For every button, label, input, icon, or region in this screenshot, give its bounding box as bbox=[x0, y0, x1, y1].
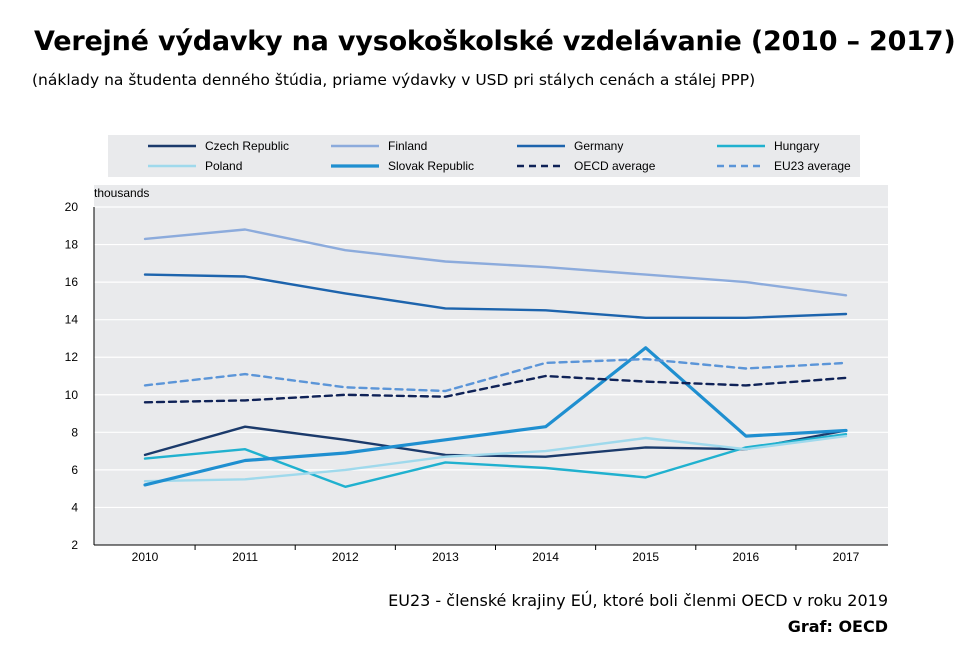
legend-label: Hungary bbox=[774, 139, 819, 153]
series-line bbox=[143, 273, 848, 319]
chart-subtitle: (náklady na študenta denného štúdia, pri… bbox=[32, 71, 756, 89]
series-line bbox=[143, 346, 848, 487]
gridlines bbox=[94, 206, 888, 509]
y-tick-labels: 2 4 6 8 10 12 14 16 18 20 bbox=[65, 200, 79, 552]
legend-label: Slovak Republic bbox=[388, 159, 474, 173]
x-tick-label: 2010 bbox=[132, 550, 159, 564]
x-tick-labels: 2010 2011 2012 2013 2014 2015 2016 2017 bbox=[132, 550, 860, 564]
x-tick-label: 2016 bbox=[733, 550, 760, 564]
legend-label: Czech Republic bbox=[205, 139, 289, 153]
x-tick-label: 2012 bbox=[332, 550, 359, 564]
legend-label: Poland bbox=[205, 159, 242, 173]
x-tick-label: 2013 bbox=[432, 550, 459, 564]
x-tick-label: 2011 bbox=[232, 550, 258, 564]
y-tick-label: 20 bbox=[65, 200, 79, 214]
legend-box bbox=[108, 135, 860, 177]
chart-title: Verejné výdavky na vysokoškolské vzdeláv… bbox=[34, 26, 956, 57]
x-tick-label: 2015 bbox=[632, 550, 659, 564]
source-credit: Graf: OECD bbox=[787, 617, 888, 636]
series-line bbox=[143, 433, 848, 488]
y-tick-label: 6 bbox=[71, 463, 78, 477]
x-tick-label: 2014 bbox=[532, 550, 559, 564]
y-tick-label: 12 bbox=[65, 350, 79, 364]
y-tick-label: 2 bbox=[71, 538, 78, 552]
footnote: EU23 - členské krajiny EÚ, ktoré boli čl… bbox=[388, 591, 888, 610]
legend-label: EU23 average bbox=[774, 159, 851, 173]
y-tick-label: 4 bbox=[71, 500, 78, 514]
series-lines bbox=[143, 228, 848, 488]
y-tick-label: 18 bbox=[65, 238, 79, 252]
y-tick-label: 10 bbox=[65, 388, 79, 402]
axes bbox=[93, 207, 888, 550]
series-line bbox=[143, 425, 848, 458]
legend-label: OECD average bbox=[574, 159, 656, 173]
legend: Czech Republic Finland Germany Hungary Polan… bbox=[148, 139, 851, 173]
legend-label: Germany bbox=[574, 139, 623, 153]
series-line bbox=[143, 434, 848, 483]
series-line bbox=[143, 374, 848, 404]
y-axis-label: thousands bbox=[94, 186, 149, 200]
y-tick-label: 14 bbox=[65, 313, 79, 327]
series-line bbox=[143, 357, 848, 393]
series-line bbox=[143, 228, 848, 297]
y-tick-label: 8 bbox=[71, 425, 78, 439]
legend-label: Finland bbox=[388, 139, 427, 153]
x-tick-label: 2017 bbox=[833, 550, 860, 564]
y-tick-label: 16 bbox=[65, 275, 79, 289]
